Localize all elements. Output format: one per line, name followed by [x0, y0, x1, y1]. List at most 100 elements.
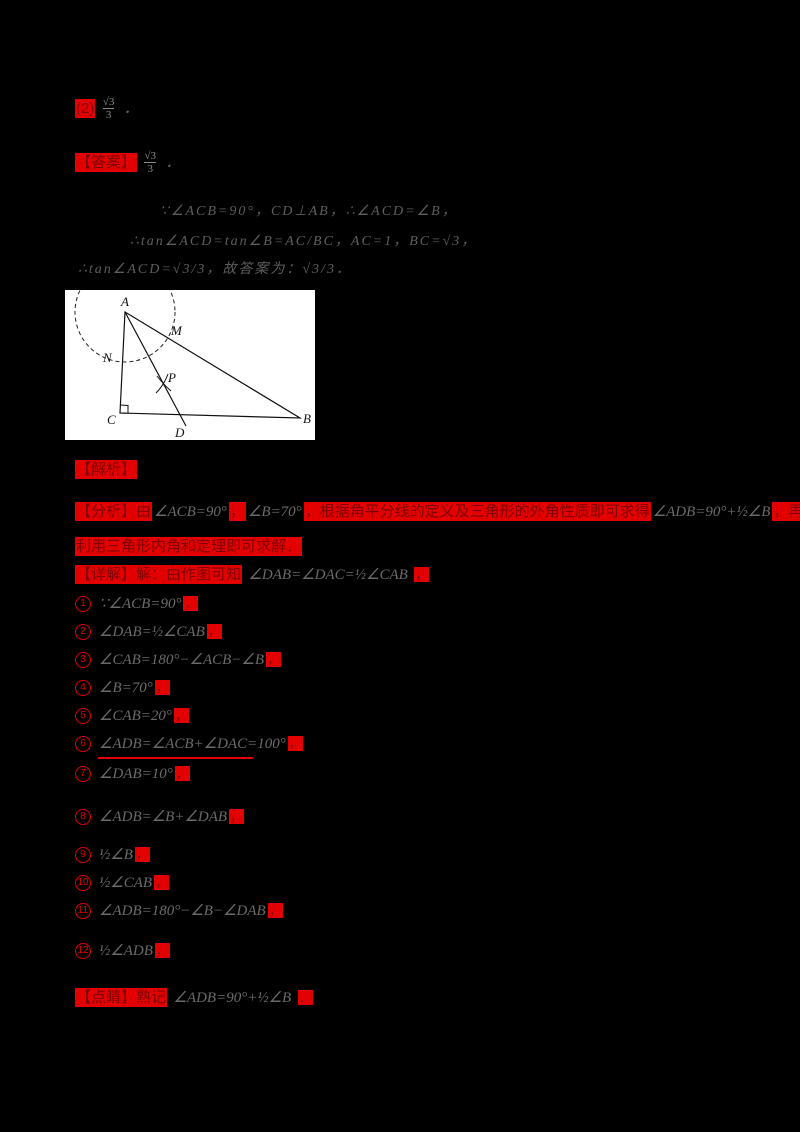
analysis-math: ∠B=70° [247, 504, 302, 520]
fraction-denominator: 3 [102, 108, 115, 121]
answer-1-fraction: √3 3 [102, 96, 115, 121]
step-number-badge: 7 [75, 765, 91, 782]
step-punctuation-highlight: ， [134, 847, 150, 862]
step-math: ½∠B [99, 847, 133, 863]
fraction-numerator: √3 [102, 96, 115, 108]
red-underline [98, 757, 253, 759]
step-punctuation-highlight: ， [229, 809, 245, 824]
solution-step: 11 ∠ADB=180°−∠B−∠DAB， [75, 900, 303, 928]
solution-step: 6 ∠ADB=∠ACB+∠DAC=100°， [75, 733, 303, 761]
analysis-math: ∠ACB=90° [154, 504, 227, 520]
solution-step: 10 ½∠CAB， [75, 872, 303, 900]
step-number-badge: 1 [75, 595, 91, 612]
fraction-denominator: 3 [144, 162, 157, 175]
section-tag-line: 【解析】 [75, 458, 138, 479]
detail-math: ∠DAB=∠DAC=½∠CAB [248, 567, 408, 583]
detail-line: 【详解】解：由作图可知 ∠DAB=∠DAC=½∠CAB ， [75, 563, 430, 584]
step-math: ∠ADB=∠B+∠DAB [99, 809, 228, 825]
geometry-svg: A M N P C D B [74, 261, 311, 440]
step-math: ∠DAB=10° [99, 766, 173, 782]
angle-bisector-ray [124, 311, 187, 427]
solution-step: 5 ∠CAB=20°， [75, 705, 303, 733]
solution-line-1: ∵∠ACB=90°，CD⊥AB，∴∠ACD=∠B， [160, 204, 458, 219]
answer-2-tag: 【答案】 [75, 152, 138, 172]
step-math: ½∠ADB [99, 943, 153, 959]
step-number-badge: 11 [75, 902, 91, 919]
step-punctuation-highlight: ， [183, 596, 199, 611]
keypoint-math: ∠ADB=90°+½∠B [173, 990, 292, 1006]
step-number-badge: 2 [75, 623, 91, 640]
solution-line-3: ∴tan∠ACD=√3/3，故答案为：√3/3． [78, 262, 352, 277]
step-number-badge: 10 [75, 874, 91, 891]
triangle-outline [119, 310, 303, 419]
section-tag: 【解析】 [75, 460, 138, 479]
step-punctuation-highlight: ， [266, 652, 282, 667]
answer-1-tag: (2) [75, 98, 96, 118]
step-punctuation-highlight: ， [267, 903, 283, 918]
analysis-line-1: 【分析】由 ∠ACB=90°， ∠B=70° ，根据角平分线的定义及三角形的外角性质即… [75, 500, 800, 521]
label-C: C [107, 412, 116, 427]
label-P: P [167, 370, 176, 385]
answer-1-period: ． [123, 100, 139, 117]
step-punctuation-highlight: ， [173, 708, 189, 723]
analysis-line-2: 利用三角形内角和定理即可求解． [75, 535, 303, 556]
label-N: N [102, 350, 113, 365]
construction-figure: A M N P C D B [65, 261, 315, 440]
step-number-badge: 12 [75, 942, 91, 959]
answer-2-fraction: √3 3 [144, 150, 157, 175]
fraction-numerator: √3 [144, 150, 157, 162]
solution-step: 8 ∠ADB=∠B+∠DAB， [75, 806, 303, 834]
solution-step: 1 ∵∠ACB=90°， [75, 593, 303, 621]
step-math: ½∠CAB [99, 875, 153, 891]
analysis-text-highlight: ，根据角平分线的定义及三角形的外角性质即可求得 [303, 502, 651, 521]
solution-step: 4 ∠B=70°， [75, 677, 303, 705]
step-math: ∠CAB=180°−∠ACB−∠B [99, 652, 265, 668]
solution-step: 12 ½∠ADB， [75, 940, 303, 968]
analysis-math: ∠ADB=90°+½∠B [652, 504, 771, 520]
step-number-badge: 6 [75, 735, 91, 752]
step-math: ∠ADB=∠ACB+∠DAC=100° [99, 736, 286, 752]
step-punctuation-highlight: ， [154, 680, 170, 695]
step-math: ∠ADB=180°−∠B−∠DAB [99, 903, 266, 919]
step-punctuation-highlight: ， [206, 624, 222, 639]
step-math: ∠B=70° [99, 680, 153, 696]
step-number-badge: 8 [75, 808, 91, 825]
right-angle-mark [119, 404, 129, 413]
solution-step: 2 ∠DAB=½∠CAB， [75, 621, 303, 649]
step-number-badge: 9 [75, 846, 91, 863]
keypoint-line: 【点睛】熟记 ∠ADB=90°+½∠B ． [75, 986, 313, 1007]
label-B: B [303, 411, 311, 426]
step-math: ∠CAB=20° [99, 708, 172, 724]
keypoint-tag: 【点睛】熟记 [75, 988, 168, 1007]
solution-step: 7 ∠DAB=10° ． [75, 763, 303, 791]
answer-2-period: ． [165, 154, 181, 171]
step-math: ∠DAB=½∠CAB [99, 624, 205, 640]
step-punctuation-highlight: ． [174, 766, 190, 781]
step-math: ∵∠ACB=90° [99, 596, 182, 612]
solution-steps-list: 1 ∵∠ACB=90°， 2 ∠DAB=½∠CAB， 3 ∠CAB=180°−∠ACB−∠… [75, 593, 303, 968]
intersection-arc-2 [156, 375, 172, 392]
answer-line-1: (2) √3 3 ． [75, 96, 141, 121]
step-punctuation-highlight: ， [154, 875, 170, 890]
analysis-text-highlight: 利用三角形内角和定理即可求解． [75, 537, 303, 556]
solution-step: 9 ½∠B， [75, 844, 303, 872]
step-number-badge: 4 [75, 679, 91, 696]
intersection-arc-1 [155, 373, 169, 394]
step-number-badge: 3 [75, 651, 91, 668]
analysis-text-highlight: 【分析】由 [75, 502, 153, 521]
solution-step: 3 ∠CAB=180°−∠ACB−∠B， [75, 649, 303, 677]
step-number-badge: 5 [75, 707, 91, 724]
label-M: M [170, 323, 183, 338]
solution-line-2: ∴tan∠ACD=tan∠B=AC/BC，AC=1，BC=√3， [130, 234, 478, 249]
label-A: A [120, 294, 129, 309]
analysis-text-highlight: ，再 [772, 502, 800, 521]
step-punctuation-highlight: ， [154, 943, 170, 958]
label-D: D [174, 425, 185, 440]
detail-tag: 【详解】解：由作图可知 [75, 565, 243, 584]
step-punctuation-highlight: ， [287, 736, 303, 751]
keypoint-punctuation-highlight: ． [297, 990, 313, 1005]
construction-arc [74, 261, 176, 363]
analysis-text-highlight: ， [228, 502, 246, 521]
detail-punctuation-highlight: ， [414, 567, 430, 582]
